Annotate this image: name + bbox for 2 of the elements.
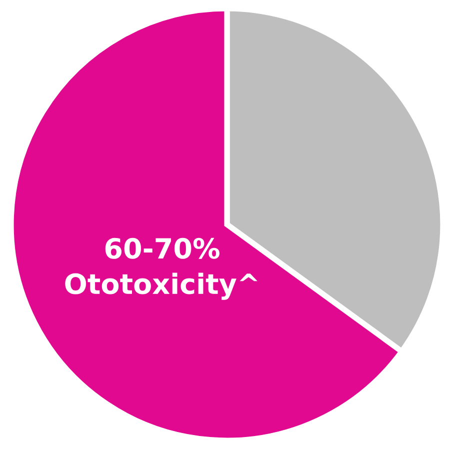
- text: 60-70%: [105, 238, 220, 259]
- slice-label: Ototoxicity^: [65, 272, 258, 300]
